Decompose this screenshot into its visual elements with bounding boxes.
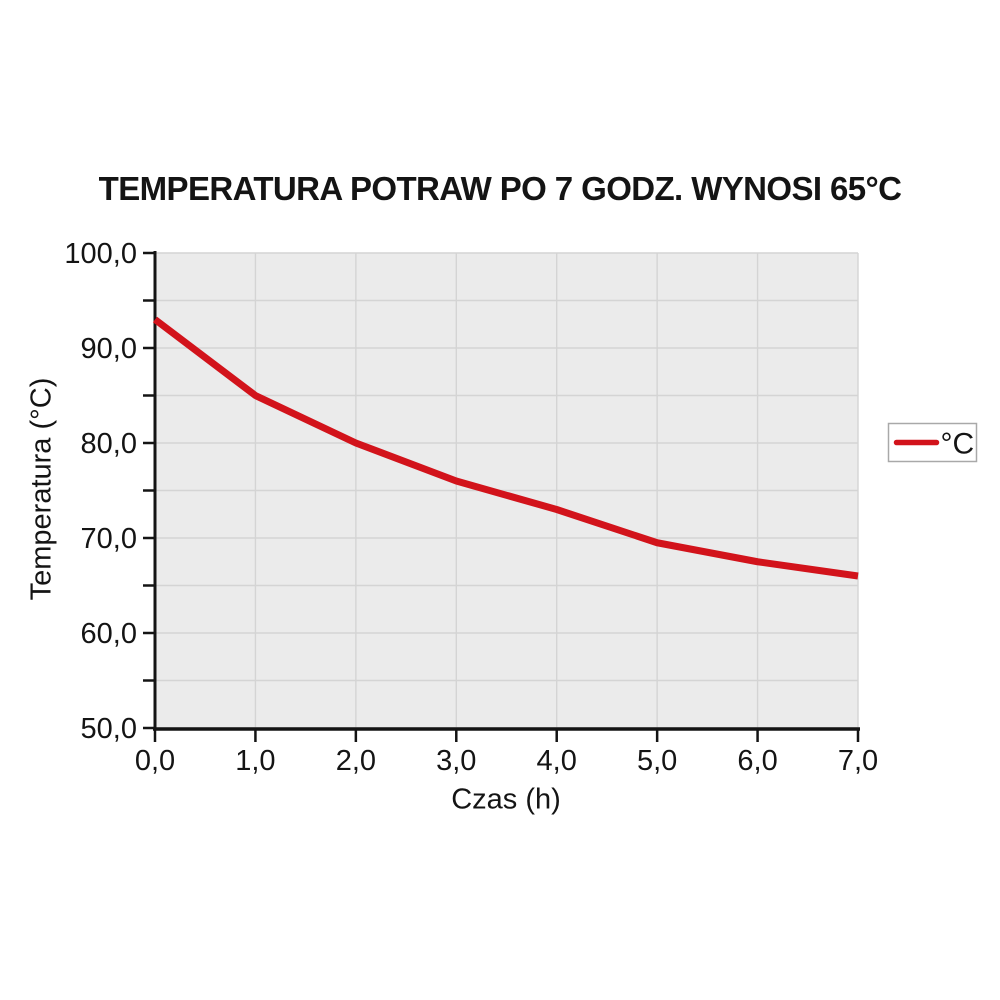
legend-label: °C xyxy=(941,428,975,461)
x-tick-label: 6,0 xyxy=(737,745,777,777)
y-tick-label: 70,0 xyxy=(81,523,137,555)
y-tick-label: 50,0 xyxy=(81,713,137,745)
x-tick-label: 5,0 xyxy=(637,745,677,777)
y-tick-label: 100,0 xyxy=(64,238,137,270)
temperature-line xyxy=(152,316,859,580)
y-tick-label: 60,0 xyxy=(81,618,137,650)
chart-title: TEMPERATURA POTRAW PO 7 GODZ. WYNOSI 65°… xyxy=(98,170,902,207)
x-tick-label: 2,0 xyxy=(336,745,376,777)
x-tick-label: 0,0 xyxy=(135,745,175,777)
x-tick-label: 4,0 xyxy=(537,745,577,777)
x-axis-title: Czas (h) xyxy=(451,783,561,816)
y-tick-label: 90,0 xyxy=(81,333,137,365)
y-tick-label: 80,0 xyxy=(81,428,137,460)
x-tick-label: 3,0 xyxy=(436,745,476,777)
x-tick-label: 7,0 xyxy=(838,745,878,777)
x-tick-label: 1,0 xyxy=(235,745,275,777)
